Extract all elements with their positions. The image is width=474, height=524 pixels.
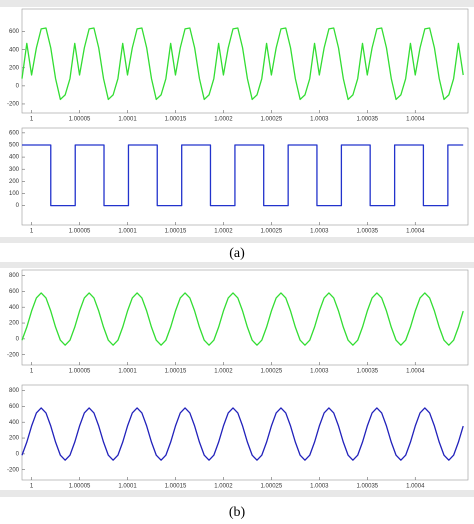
x-tick-label: 1.0004	[406, 117, 425, 123]
line	[21, 407, 464, 461]
x-tick-label: 1.0001	[118, 369, 137, 375]
y-tick-label: 800	[9, 388, 20, 394]
x-tick-label: 1.0001	[118, 117, 137, 123]
y-tick-label: 600	[9, 29, 20, 35]
y-tick-label: 0	[16, 336, 20, 342]
x-tick-label: 1.00025	[261, 369, 283, 375]
line	[22, 144, 464, 207]
y-tick-label: -200	[7, 467, 20, 473]
y-tick-label: 300	[9, 167, 20, 173]
plot-frame	[21, 269, 469, 366]
y-tick-label: 100	[9, 191, 20, 197]
y-tick-label: 500	[9, 143, 20, 149]
x-tick-label: 1.0002	[214, 484, 233, 490]
x-tick-label: 1.00015	[165, 229, 187, 235]
x-tick-label: 1.00005	[69, 229, 91, 235]
x-tick-label: 1.00035	[356, 117, 378, 123]
y-tick-label: 400	[9, 47, 20, 53]
x-tick-label: 1.0003	[310, 229, 329, 235]
x-tick-label: 1.0003	[310, 484, 329, 490]
caption: (b)	[229, 505, 246, 520]
x-tick-label: 1.0004	[406, 369, 425, 375]
x-tick-label: 1.0002	[214, 117, 233, 123]
y-tick-label: 600	[9, 130, 20, 136]
y-tick-label: 200	[9, 179, 20, 185]
y-tick-label: 200	[9, 436, 20, 442]
x-tick-label: 1.00005	[69, 369, 91, 375]
y-tick-label: 400	[9, 155, 20, 161]
line	[21, 292, 464, 346]
x-tick-label: 1.00015	[165, 117, 187, 123]
x-tick-label: 1.00035	[356, 229, 378, 235]
x-tick-label: 1.00025	[261, 484, 283, 490]
y-tick-label: 600	[9, 404, 20, 410]
y-tick-label: 200	[9, 321, 20, 327]
x-tick-label: 1.00035	[356, 369, 378, 375]
x-tick-label: 1	[30, 484, 34, 490]
x-tick-label: 1.0002	[214, 229, 233, 235]
x-tick-label: 1.0004	[406, 229, 425, 235]
toolbar	[0, 0, 474, 7]
plot-frame	[21, 8, 469, 114]
x-tick-label: 1	[30, 229, 34, 235]
x-tick-label: 1.00015	[165, 369, 187, 375]
plot-frame	[21, 127, 469, 226]
x-tick-label: 1.00005	[69, 484, 91, 490]
y-tick-label: 400	[9, 305, 20, 311]
y-tick-label: 800	[9, 273, 20, 279]
plot-frame	[21, 384, 469, 481]
caption: (a)	[229, 246, 245, 261]
x-tick-label: 1.00015	[165, 484, 187, 490]
x-tick-label: 1.0001	[118, 229, 137, 235]
y-tick-label: -200	[7, 102, 20, 108]
x-tick-label: 1	[30, 117, 34, 123]
y-tick-label: -200	[7, 352, 20, 358]
x-tick-label: 1.0004	[406, 484, 425, 490]
line	[21, 27, 464, 101]
x-tick-label: 1.00005	[69, 117, 91, 123]
y-tick-label: 0	[16, 203, 20, 209]
x-tick-label: 1.00035	[356, 484, 378, 490]
y-tick-label: 0	[16, 451, 20, 457]
toolbar	[0, 262, 474, 268]
y-tick-label: 200	[9, 65, 20, 71]
x-tick-label: 1.00025	[261, 117, 283, 123]
y-tick-label: 0	[16, 83, 20, 89]
y-tick-label: 400	[9, 420, 20, 426]
x-tick-label: 1.0002	[214, 369, 233, 375]
x-tick-label: 1.0003	[310, 117, 329, 123]
toolbar	[0, 237, 474, 243]
x-tick-label: 1.00025	[261, 229, 283, 235]
x-tick-label: 1.0001	[118, 484, 137, 490]
x-tick-label: 1.0003	[310, 369, 329, 375]
toolbar	[0, 490, 474, 497]
y-tick-label: 600	[9, 289, 20, 295]
x-tick-label: 1	[30, 369, 34, 375]
